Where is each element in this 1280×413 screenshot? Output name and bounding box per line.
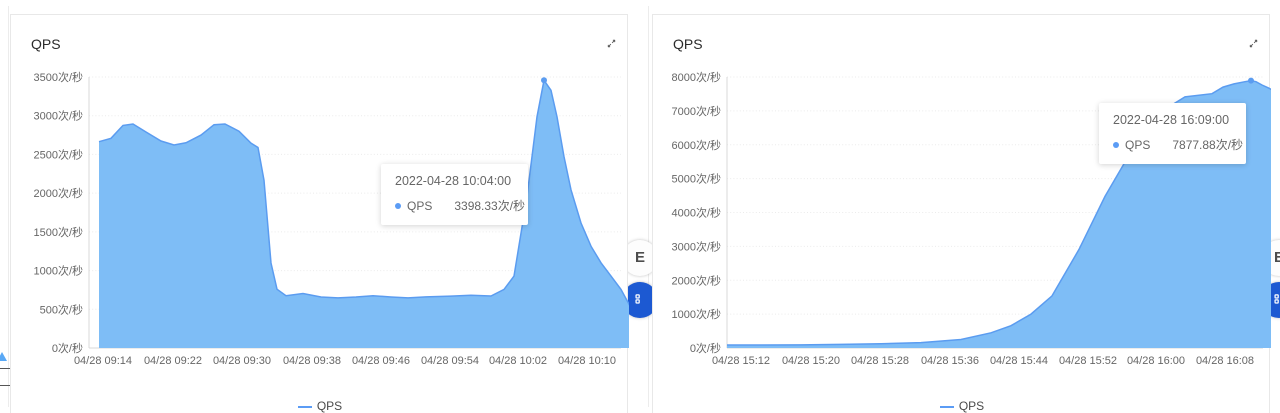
svg-text:8000次/秒: 8000次/秒: [671, 70, 721, 84]
svg-text:1000次/秒: 1000次/秒: [671, 307, 721, 321]
svg-text:04/28 16:08: 04/28 16:08: [1196, 355, 1254, 367]
svg-text:04/28 09:14: 04/28 09:14: [74, 355, 132, 367]
svg-text:04/28 09:46: 04/28 09:46: [352, 355, 410, 367]
svg-text:04/28 10:10: 04/28 10:10: [558, 355, 616, 367]
svg-text:04/28 09:30: 04/28 09:30: [213, 355, 271, 367]
svg-text:3000次/秒: 3000次/秒: [33, 109, 83, 123]
svg-text:1000次/秒: 1000次/秒: [33, 264, 83, 278]
svg-text:4000次/秒: 4000次/秒: [671, 206, 721, 220]
svg-text:04/28 15:12: 04/28 15:12: [712, 355, 770, 367]
svg-text:04/28 15:20: 04/28 15:20: [782, 355, 840, 367]
svg-text:2500次/秒: 2500次/秒: [33, 147, 83, 161]
svg-text:04/28 15:44: 04/28 15:44: [990, 355, 1048, 367]
svg-text:5000次/秒: 5000次/秒: [671, 172, 721, 186]
svg-text:3000次/秒: 3000次/秒: [671, 239, 721, 253]
svg-text:2000次/秒: 2000次/秒: [671, 273, 721, 287]
svg-text:6000次/秒: 6000次/秒: [671, 138, 721, 152]
svg-text:0次/秒: 0次/秒: [52, 341, 83, 355]
svg-text:04/28 15:52: 04/28 15:52: [1059, 355, 1117, 367]
svg-text:1500次/秒: 1500次/秒: [33, 225, 83, 239]
svg-text:500次/秒: 500次/秒: [40, 302, 83, 316]
svg-text:04/28 09:38: 04/28 09:38: [283, 355, 341, 367]
svg-text:0次/秒: 0次/秒: [690, 341, 721, 355]
svg-text:3500次/秒: 3500次/秒: [33, 70, 83, 84]
svg-text:04/28 10:02: 04/28 10:02: [489, 355, 547, 367]
svg-text:04/28 16:00: 04/28 16:00: [1127, 355, 1185, 367]
svg-text:04/28 09:54: 04/28 09:54: [421, 355, 479, 367]
svg-text:04/28 15:28: 04/28 15:28: [851, 355, 909, 367]
svg-text:7000次/秒: 7000次/秒: [671, 104, 721, 118]
svg-text:2000次/秒: 2000次/秒: [33, 186, 83, 200]
svg-text:04/28 09:22: 04/28 09:22: [144, 355, 202, 367]
svg-text:04/28 15:36: 04/28 15:36: [921, 355, 979, 367]
